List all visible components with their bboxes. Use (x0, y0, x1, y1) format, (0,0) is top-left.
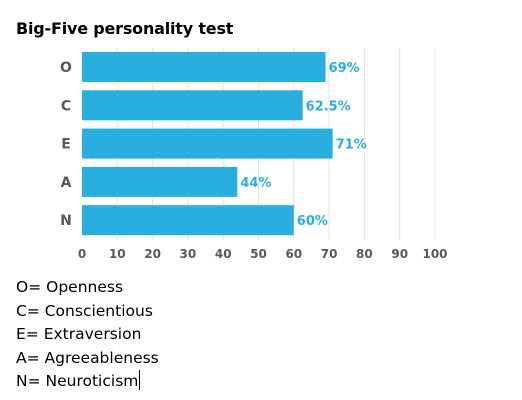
data-label-e: 71% (336, 138, 367, 153)
data-labels: 69% 62.5% 71% 44% 60% (240, 61, 366, 229)
x-tick-label: 60 (285, 247, 302, 261)
x-tick-label: 0 (78, 247, 86, 261)
x-tick-labels: 0 10 20 30 40 50 60 70 80 90 100 (78, 247, 448, 261)
chart-title: Big-Five personality test (16, 19, 234, 38)
x-tick-label: 80 (356, 247, 373, 261)
category-label-e: E (61, 137, 71, 153)
legend-item-c: C= Conscientious (16, 301, 153, 320)
data-label-c: 62.5% (306, 99, 351, 114)
text-cursor (139, 370, 141, 390)
x-tick-label: 90 (391, 247, 408, 261)
category-label-o: O (60, 60, 72, 76)
category-label-a: A (61, 175, 72, 191)
x-tick-label: 70 (321, 247, 338, 261)
bar-chart: O C E A N 69% 62.5% 71% 44% 60% 0 10 20 30 40 50 60 70 8… (60, 48, 448, 261)
bar-n (82, 205, 294, 236)
bar-c (82, 90, 303, 121)
x-tick-label: 30 (180, 247, 197, 261)
x-tick-label: 20 (144, 247, 161, 261)
category-labels: O C E A N (60, 60, 72, 229)
category-label-n: N (60, 213, 72, 229)
data-label-o: 69% (329, 61, 360, 76)
x-tick-label: 40 (215, 247, 232, 261)
x-tick-label: 100 (422, 247, 447, 261)
legend: O= Openness C= Conscientious E= Extraver… (16, 276, 159, 394)
x-tick-label: 10 (109, 247, 126, 261)
bars (82, 52, 333, 236)
legend-item-o: O= Openness (16, 278, 124, 296)
data-label-n: 60% (297, 214, 328, 229)
bar-e (82, 128, 333, 159)
data-label-a: 44% (240, 176, 271, 191)
legend-item-e: E= Extraversion (16, 325, 142, 343)
legend-item-a: A= Agreeableness (16, 348, 159, 367)
bar-o (82, 52, 326, 82)
bar-a (82, 166, 238, 197)
category-label-c: C (61, 98, 71, 114)
legend-item-n: N= Neuroticism (16, 370, 159, 394)
x-tick-label: 50 (250, 247, 267, 261)
legend-item-n-text: N= Neuroticism (16, 372, 139, 390)
